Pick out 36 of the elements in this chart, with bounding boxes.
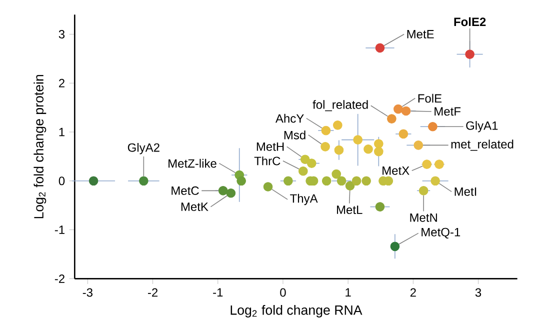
x-axis-title: Log$_{2}$ fold change RNA <box>230 305 362 318</box>
annotation: ThyA <box>290 194 318 206</box>
annotation: FolE2 <box>454 17 486 26</box>
annotation: ThrC <box>254 156 280 166</box>
y-axis-title: Log$_{2}$ fold change protein <box>34 74 46 218</box>
x-tick-label: 0 <box>280 288 286 297</box>
x-tick-label: 1 <box>346 288 351 297</box>
annotation: MetE <box>407 30 434 38</box>
y-tick-label: -1 <box>54 226 64 234</box>
annotation: MetN <box>410 213 437 222</box>
y-tick-label: 1 <box>59 128 64 136</box>
y-tick-label: -2 <box>54 274 64 283</box>
x-tick-label: 3 <box>475 288 482 297</box>
annotation: FolE <box>418 94 442 103</box>
annotation: GlyA2 <box>128 143 160 154</box>
annotation: MetX <box>382 166 410 175</box>
y-tick-label: 3 <box>58 30 65 38</box>
y-tick-label: 0 <box>58 176 65 186</box>
annotation: MetK <box>181 202 208 211</box>
annotation: AhcY <box>275 114 304 123</box>
annotation: fol_related <box>312 100 368 112</box>
y-tick-label: 2 <box>58 78 64 88</box>
annotation: MetC <box>172 186 199 195</box>
annotation: MetF <box>434 107 461 116</box>
annotation: Msd <box>284 130 306 140</box>
x-tick-label: 2 <box>410 288 416 297</box>
annotation: GlyA1 <box>466 121 498 132</box>
annotation: MetI <box>454 187 476 196</box>
annotation: met_related <box>451 140 514 151</box>
x-tick-label: -2 <box>148 288 158 297</box>
annotation: MetH <box>256 142 284 151</box>
annotation: MetZ-like <box>168 158 216 168</box>
annotation: MetQ-1 <box>422 228 460 239</box>
x-tick-label: -3 <box>82 288 92 297</box>
x-tick-label: -1 <box>213 288 223 297</box>
annotation: MetL <box>337 206 362 214</box>
